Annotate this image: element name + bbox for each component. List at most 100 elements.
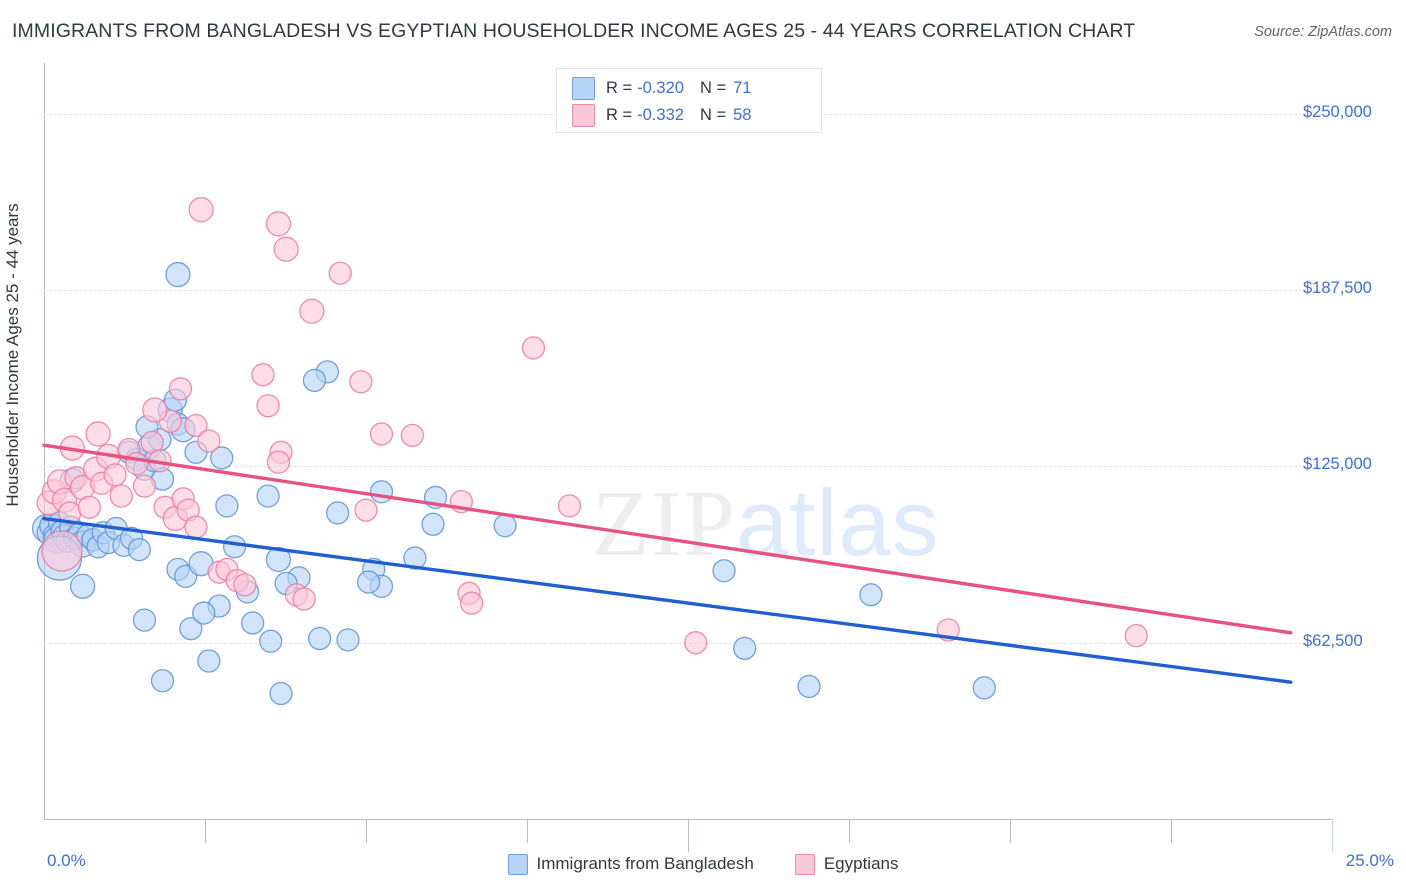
scatter-point bbox=[354, 498, 378, 522]
scatter-point bbox=[521, 336, 546, 360]
scatter-point bbox=[356, 570, 381, 594]
x-axis-tick-end bbox=[1332, 819, 1333, 852]
scatter-point bbox=[302, 368, 327, 393]
x-axis-min-label: 0.0% bbox=[47, 851, 86, 870]
series-legend-label-egyptians: Egyptians bbox=[823, 854, 899, 873]
scatter-point bbox=[859, 583, 883, 607]
gridline bbox=[44, 466, 1332, 468]
x-axis-tick bbox=[1171, 819, 1172, 843]
x-axis-max-label: 25.0% bbox=[1345, 851, 1394, 870]
legend-n-label-pink: N = bbox=[699, 105, 727, 124]
scatter-point bbox=[215, 494, 239, 518]
correlation-stats-legend: R = -0.320 N = 71 R = -0.332 N = 58 bbox=[556, 68, 822, 133]
scatter-point bbox=[132, 608, 157, 632]
scatter-point bbox=[127, 537, 151, 562]
series-legend-swatch-egyptians bbox=[794, 853, 815, 875]
scatter-point bbox=[712, 559, 736, 583]
series-legend: Immigrants from Bangladesh Egyptians bbox=[0, 851, 1406, 877]
legend-row-bangladesh: R = -0.320 N = 71 bbox=[572, 75, 751, 101]
scatter-point bbox=[150, 669, 175, 693]
scatter-point bbox=[269, 681, 293, 706]
scatter-points-layer bbox=[31, 197, 1148, 706]
scatter-point bbox=[265, 211, 292, 237]
scatter-point bbox=[103, 463, 127, 487]
scatter-point bbox=[109, 484, 133, 508]
gridline bbox=[44, 290, 1332, 292]
legend-r-value-blue: -0.320 bbox=[637, 78, 684, 97]
y-axis-tick-label: $62,500 bbox=[1303, 631, 1363, 650]
trendlines-layer bbox=[42, 443, 1293, 684]
scatter-point bbox=[266, 450, 291, 474]
legend-n-value-blue: 71 bbox=[733, 78, 752, 97]
scatter-point bbox=[459, 591, 484, 615]
series-legend-label-bangladesh: Immigrants from Bangladesh bbox=[536, 854, 754, 873]
x-axis-tick bbox=[205, 819, 206, 843]
y-axis-tick-label: $125,000 bbox=[1303, 455, 1372, 474]
scatter-point bbox=[210, 446, 234, 470]
scatter-point bbox=[403, 546, 427, 570]
scatter-point bbox=[256, 484, 280, 508]
scatter-point bbox=[256, 394, 280, 418]
scatter-point bbox=[142, 397, 168, 423]
trendline-bangladesh bbox=[42, 516, 1293, 684]
legend-n-label-blue: N = bbox=[699, 78, 727, 97]
scatter-point bbox=[328, 261, 352, 285]
scatter-point bbox=[684, 631, 708, 655]
scatter-point bbox=[85, 421, 111, 447]
plot-area: ZIPatlas bbox=[31, 63, 1332, 819]
scatter-point bbox=[265, 546, 292, 573]
scatter-point bbox=[132, 474, 157, 498]
series-points-egyptians bbox=[36, 197, 1148, 655]
scatter-point bbox=[307, 626, 332, 651]
scatter-point bbox=[400, 423, 425, 448]
y-axis-tick-label: $250,000 bbox=[1303, 102, 1372, 121]
scatter-point bbox=[369, 422, 394, 446]
scatter-point bbox=[233, 573, 257, 597]
scatter-point bbox=[197, 649, 221, 673]
scatter-point bbox=[733, 636, 757, 660]
scatter-point bbox=[179, 616, 203, 641]
scatter-point bbox=[168, 377, 193, 401]
series-legend-item-bangladesh[interactable]: Immigrants from Bangladesh bbox=[507, 853, 754, 875]
scatter-point bbox=[251, 363, 275, 387]
scatter-point bbox=[192, 601, 216, 625]
page-title: IMMIGRANTS FROM BANGLADESH VS EGYPTIAN H… bbox=[12, 20, 1136, 42]
scatter-point bbox=[259, 629, 283, 653]
x-axis-tick bbox=[527, 819, 528, 843]
y-axis-title: Householder Income Ages 25 - 44 years bbox=[3, 203, 22, 507]
legend-swatch-pink bbox=[572, 103, 595, 127]
scatter-point bbox=[326, 501, 350, 525]
scatter-point bbox=[197, 429, 221, 453]
scatter-point bbox=[273, 236, 299, 262]
scatter-point bbox=[299, 298, 325, 324]
scatter-point bbox=[421, 512, 445, 536]
scatter-point bbox=[165, 261, 191, 288]
scatter-point bbox=[797, 674, 821, 699]
scatter-point bbox=[557, 494, 582, 518]
x-axis-tick bbox=[366, 819, 367, 843]
legend-row-egyptians: R = -0.332 N = 58 bbox=[572, 102, 751, 128]
scatter-point bbox=[41, 530, 83, 572]
legend-n-value-pink: 58 bbox=[733, 105, 752, 124]
series-legend-item-egyptians[interactable]: Egyptians bbox=[794, 853, 899, 875]
trendline-egyptians bbox=[42, 443, 1293, 635]
x-axis-tick bbox=[688, 819, 689, 852]
scatter-point bbox=[184, 413, 208, 438]
scatter-point bbox=[336, 628, 360, 652]
scatter-point bbox=[69, 573, 96, 599]
scatter-point bbox=[1124, 623, 1148, 648]
scatter-point bbox=[972, 676, 996, 700]
scatter-point bbox=[349, 370, 373, 394]
source-attribution: Source: ZipAtlas.com bbox=[1254, 24, 1392, 40]
scatter-point bbox=[241, 611, 265, 635]
legend-r-label-blue: R = bbox=[606, 78, 633, 97]
x-axis-tick bbox=[1010, 819, 1011, 843]
scatter-point bbox=[188, 197, 214, 223]
legend-r-value-pink: -0.332 bbox=[637, 105, 684, 124]
y-axis-line bbox=[44, 63, 45, 820]
scatter-point bbox=[292, 587, 316, 611]
legend-r-label-pink: R = bbox=[606, 105, 633, 124]
series-legend-swatch-bangladesh bbox=[507, 853, 528, 875]
x-axis-tick bbox=[849, 819, 850, 843]
